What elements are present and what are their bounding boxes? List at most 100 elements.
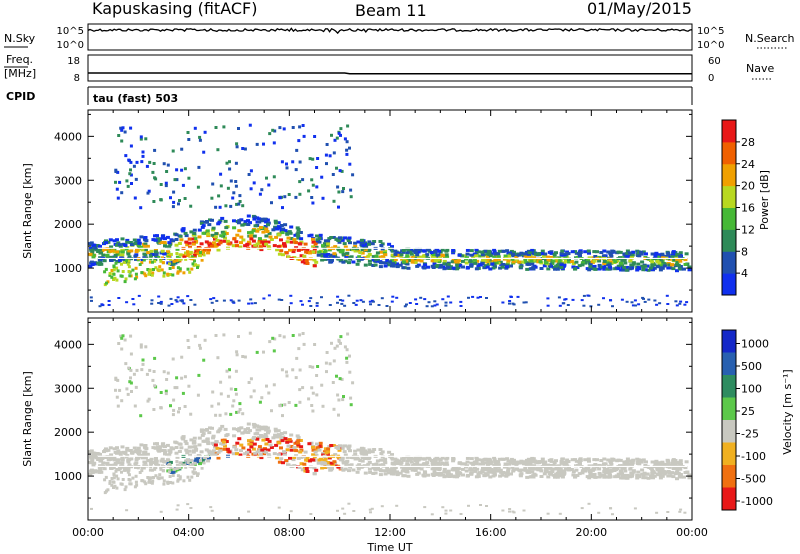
scatter-cell (599, 256, 604, 260)
scatter-cell (530, 470, 535, 474)
scatter-cell (178, 461, 183, 465)
scatter-cell (338, 377, 342, 381)
scatter-cell (222, 232, 227, 236)
scatter-cell (546, 304, 550, 307)
scatter-cell (372, 240, 377, 243)
scatter-cell (235, 350, 239, 354)
scatter-cell (198, 254, 202, 258)
scatter-cell (559, 472, 564, 475)
scatter-cell (647, 298, 651, 301)
scatter-cell (533, 460, 538, 464)
scatter-cell (625, 265, 630, 269)
scatter-cell (636, 460, 641, 464)
scatter-cell (459, 300, 463, 303)
scatter-cell (450, 260, 455, 264)
scatter-cell (570, 458, 575, 462)
scatter-cell (315, 166, 319, 169)
scatter-cell (178, 234, 183, 238)
scatter-cell (597, 267, 602, 271)
scatter-cell (278, 334, 282, 338)
scatter-cell (363, 471, 368, 475)
scatter-cell (187, 445, 192, 449)
scatter-cell (162, 370, 166, 374)
scatter-cell (430, 259, 435, 263)
scatter-cell (168, 475, 172, 478)
colorbar-segment (722, 141, 736, 165)
scatter-cell (498, 260, 503, 264)
scatter-cell (503, 462, 508, 466)
scatter-cell (544, 469, 549, 473)
scatter-cell (343, 236, 347, 240)
scatter-cell (383, 249, 388, 253)
scatter-cell (298, 242, 303, 246)
power-scatter-cells (88, 123, 692, 308)
scatter-cell (171, 474, 175, 477)
velocity-scatter-cells (88, 331, 692, 516)
scatter-cell (608, 473, 612, 477)
scatter-cell (256, 227, 261, 231)
scatter-cell (423, 298, 427, 301)
scatter-cell (258, 226, 263, 229)
scatter-cell (316, 157, 320, 160)
scatter-cell (234, 388, 238, 391)
scatter-cell (110, 249, 115, 253)
scatter-cell (192, 232, 197, 235)
scatter-cell (136, 238, 141, 242)
scatter-cell (249, 298, 253, 301)
scatter-cell (225, 369, 229, 373)
scatter-cell (120, 191, 124, 195)
scatter-cell (216, 248, 221, 252)
scatter-cell (410, 260, 415, 264)
scatter-cell (523, 252, 528, 256)
scatter-cell (683, 511, 687, 514)
scatter-cell (190, 463, 194, 467)
scatter-cell (180, 299, 184, 302)
scatter-cell (510, 257, 515, 261)
scatter-cell (644, 252, 648, 256)
scatter-cell (181, 227, 186, 231)
scatter-cell (199, 450, 204, 454)
scatter-cell (197, 373, 201, 377)
scatter-cell (371, 255, 376, 259)
scatter-cell (266, 245, 271, 249)
scatter-cell (661, 262, 666, 265)
velocity-colorbar-tick-label: 1000 (741, 338, 769, 351)
scatter-cell (248, 442, 253, 446)
scatter-cell (678, 473, 682, 477)
scatter-cell (90, 299, 93, 302)
scatter-cell (360, 248, 365, 252)
scatter-cell (625, 463, 630, 467)
scatter-cell (196, 472, 200, 476)
cpid-label: CPID (6, 90, 35, 103)
scatter-cell (159, 467, 163, 471)
scatter-cell (446, 262, 451, 266)
scatter-cell (178, 475, 182, 479)
colorbar-segment (722, 273, 736, 296)
scatter-cell (423, 471, 428, 475)
scatter-cell (98, 261, 103, 264)
scatter-cell (298, 192, 302, 196)
scatter-cell (371, 472, 376, 475)
scatter-cell (559, 253, 564, 257)
freq-right-tick-bottom: 0 (708, 73, 714, 84)
scatter-cell (157, 463, 161, 467)
y-tick-label: 2000 (54, 218, 82, 231)
scatter-cell (391, 262, 395, 266)
scatter-cell (211, 434, 216, 438)
scatter-cell (162, 252, 167, 256)
scatter-cell (592, 475, 597, 479)
scatter-cell (201, 439, 206, 443)
scatter-cell (328, 362, 332, 366)
scatter-cell (578, 462, 582, 466)
scatter-cell (649, 266, 653, 270)
scatter-cell (459, 305, 463, 307)
scatter-cell (430, 472, 435, 476)
scatter-cell (153, 176, 157, 180)
scatter-cell (316, 461, 321, 465)
scatter-cell (160, 234, 165, 238)
scatter-cell (223, 427, 228, 431)
scatter-cell (222, 239, 227, 243)
scatter-cell (116, 404, 120, 408)
scatter-cell (465, 456, 470, 460)
scatter-cell (348, 370, 352, 374)
